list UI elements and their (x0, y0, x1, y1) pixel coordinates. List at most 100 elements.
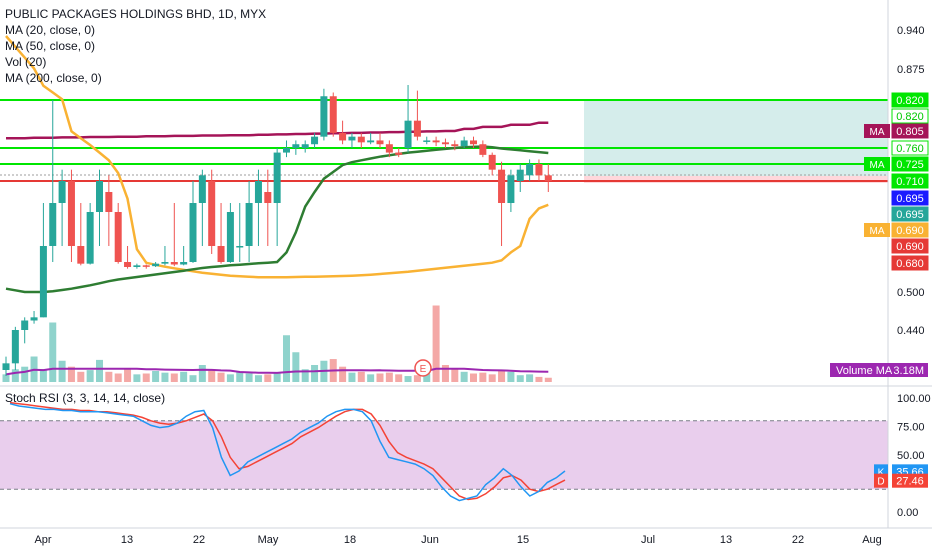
rsi-value-label: D 27.46 (874, 473, 928, 488)
candle-body (245, 203, 253, 246)
candle (413, 90, 421, 141)
time-tick-label: Aug (862, 534, 882, 546)
candle (441, 138, 449, 148)
candle (395, 148, 403, 158)
price-label-text: 0.695 (896, 209, 924, 221)
volume-ma-name: Volume MA (836, 365, 893, 377)
time-tick-label: May (258, 534, 279, 546)
legend-ma20[interactable]: MA (20, close, 0) (5, 23, 96, 37)
volume-bar (441, 365, 449, 382)
candle (320, 88, 328, 141)
price-tick-label: 0.500 (897, 287, 925, 299)
candle-body (96, 181, 103, 212)
price-label: 0.710 (891, 173, 929, 189)
legend-ma200[interactable]: MA (200, close, 0) (5, 71, 102, 85)
candle-body (67, 181, 75, 246)
volume-bar (96, 359, 103, 382)
stoch-rsi-legend[interactable]: Stoch RSI (3, 3, 14, 14, close) (5, 391, 166, 405)
ma-tag-text: MA (870, 127, 885, 138)
price-tick-label: 0.875 (897, 64, 925, 76)
ma20-line (5, 145, 549, 294)
candle (124, 246, 132, 269)
volume-bar (273, 373, 281, 382)
volume-bar (2, 374, 10, 382)
volume-bar (376, 373, 384, 382)
candle (21, 317, 29, 344)
candle-body (189, 203, 197, 262)
candle-body (264, 192, 272, 203)
candle (432, 136, 440, 147)
legend-ma50[interactable]: MA (50, close, 0) (5, 39, 96, 53)
candle-body (254, 181, 262, 203)
price-label: 0.690 (891, 238, 929, 254)
price-label: 0.695 (891, 190, 929, 206)
candle-body (395, 152, 403, 155)
volume-bar (208, 369, 216, 382)
price-label-box (891, 92, 929, 108)
event-circle (414, 359, 432, 377)
rsi-tick-label: 100.00 (897, 393, 931, 405)
volume-bar (11, 369, 19, 382)
price-label-text: 0.820 (896, 95, 924, 107)
candle (49, 100, 57, 262)
candle-body (105, 192, 113, 212)
candle (348, 132, 356, 148)
candle (226, 203, 234, 263)
symbol-title[interactable]: PUBLIC PACKAGES HOLDINGS BHD, 1D, MYX (5, 7, 267, 21)
rsi-tick-label: 75.00 (897, 422, 925, 434)
candle-body (292, 144, 300, 148)
price-label-box (891, 173, 929, 189)
volume-bar (385, 372, 393, 382)
candle (488, 152, 496, 176)
candle-body (385, 144, 393, 153)
price-label-text: 0.725 (896, 159, 924, 171)
legend-vol[interactable]: Vol (20) (5, 55, 47, 69)
volume-bar (133, 374, 141, 382)
candle (273, 148, 281, 246)
candle (385, 140, 393, 158)
candle-body (58, 181, 66, 203)
candle (2, 356, 10, 376)
candle-body (413, 120, 421, 137)
volume-bar (114, 373, 122, 382)
candle (376, 132, 384, 148)
time-tick-label: 13 (121, 534, 133, 546)
legend: PUBLIC PACKAGES HOLDINGS BHD, 1D, MYX MA… (5, 6, 266, 86)
ma200-line (6, 121, 549, 140)
event-letter: E (420, 364, 427, 375)
candle-body (170, 262, 178, 265)
volume-bar (21, 366, 29, 382)
time-tick-label: 18 (344, 534, 356, 546)
candle (58, 169, 66, 246)
candle (105, 175, 113, 246)
candle-body (133, 265, 141, 267)
candle (357, 132, 365, 148)
candle (292, 140, 300, 155)
candle (11, 326, 19, 370)
rsi-tick-label: 0.00 (897, 507, 918, 519)
candle-body (49, 203, 57, 246)
volume-bar (498, 370, 506, 382)
candle (30, 311, 38, 324)
volume-bar (161, 372, 169, 382)
volume-ma-value: 3.18M (893, 365, 924, 377)
price-tick-label: 0.440 (897, 325, 925, 337)
price-label-text: 0.690 (896, 241, 924, 253)
candle-body (404, 120, 412, 148)
candle (329, 92, 337, 137)
volume-bar (254, 375, 262, 382)
stoch-k-line (9, 402, 566, 502)
volume-bar (217, 372, 225, 382)
stoch-rsi-pane (0, 401, 888, 502)
candle (170, 203, 178, 267)
price-label-text: 0.690 (896, 225, 924, 237)
volume-ma-label: Volume MA 3.18M (830, 363, 928, 377)
candle-body (488, 154, 496, 170)
candle-body (11, 330, 19, 364)
volume-bar (535, 376, 543, 382)
candle-body (180, 262, 188, 265)
volume-bar (77, 371, 85, 382)
candle-body (39, 246, 47, 318)
volume-bar (404, 376, 412, 382)
